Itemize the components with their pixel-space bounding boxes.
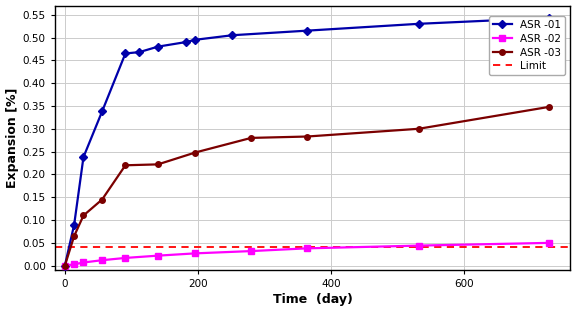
ASR -03 bbox=[415, 127, 422, 131]
ASR -02 bbox=[71, 262, 78, 266]
ASR -01 bbox=[136, 50, 143, 54]
Limit bbox=[62, 246, 69, 249]
ASR -02 bbox=[304, 246, 310, 250]
ASR -02 bbox=[415, 244, 422, 247]
ASR -01 bbox=[98, 110, 105, 113]
Line: ASR -03: ASR -03 bbox=[62, 104, 552, 268]
ASR -02 bbox=[248, 249, 255, 253]
ASR -02 bbox=[98, 258, 105, 262]
ASR -02 bbox=[62, 264, 69, 268]
ASR -03 bbox=[304, 135, 310, 139]
ASR -03 bbox=[71, 234, 78, 238]
ASR -01 bbox=[122, 51, 129, 55]
ASR -02 bbox=[80, 261, 87, 264]
ASR -03 bbox=[248, 136, 255, 140]
Line: ASR -01: ASR -01 bbox=[62, 15, 552, 268]
ASR -01 bbox=[545, 16, 552, 20]
ASR -01 bbox=[415, 22, 422, 26]
ASR -03 bbox=[62, 264, 69, 268]
ASR -03 bbox=[98, 197, 105, 201]
ASR -02 bbox=[154, 254, 161, 257]
ASR -01 bbox=[229, 33, 236, 37]
ASR -03 bbox=[154, 163, 161, 166]
ASR -01 bbox=[304, 29, 310, 32]
ASR -03 bbox=[545, 105, 552, 109]
ASR -01 bbox=[183, 40, 190, 44]
Line: ASR -02: ASR -02 bbox=[62, 240, 552, 268]
ASR -03 bbox=[80, 214, 87, 217]
ASR -01 bbox=[192, 38, 199, 42]
ASR -01 bbox=[62, 264, 69, 268]
Y-axis label: Expansion [%]: Expansion [%] bbox=[6, 88, 18, 188]
ASR -01 bbox=[154, 45, 161, 48]
Limit bbox=[62, 246, 69, 249]
ASR -03 bbox=[122, 163, 129, 167]
ASR -03 bbox=[192, 151, 199, 154]
X-axis label: Time  (day): Time (day) bbox=[272, 294, 353, 306]
ASR -01 bbox=[80, 155, 87, 159]
ASR -01 bbox=[71, 223, 78, 227]
ASR -02 bbox=[545, 241, 552, 245]
ASR -02 bbox=[192, 251, 199, 255]
Legend: ASR -01, ASR -02, ASR -03, Limit: ASR -01, ASR -02, ASR -03, Limit bbox=[489, 16, 565, 75]
ASR -02 bbox=[122, 256, 129, 260]
